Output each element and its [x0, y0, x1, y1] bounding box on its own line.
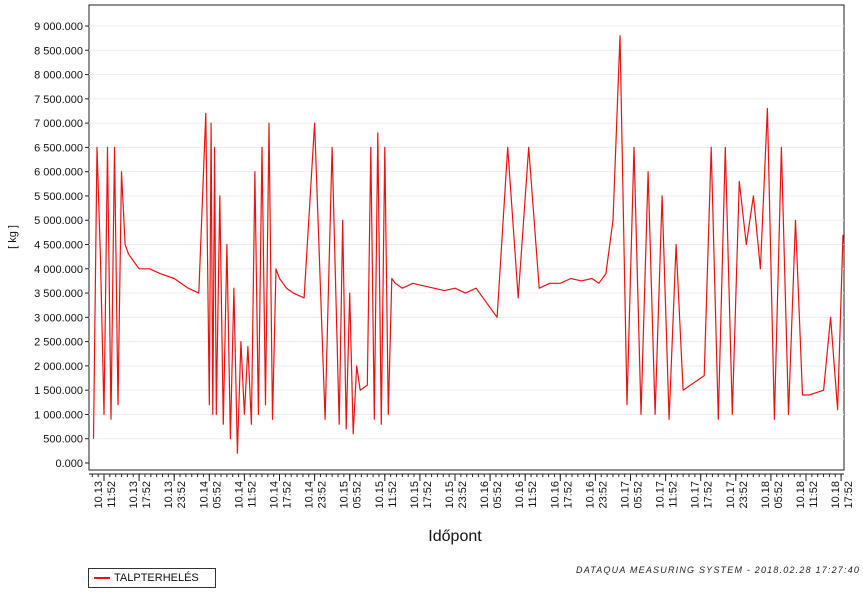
- x-tick-time: 05:52: [211, 481, 223, 509]
- x-tick-time: 05:52: [773, 481, 785, 509]
- x-tick-date: 10.17: [690, 481, 702, 509]
- x-tick-date: 10.13: [93, 481, 105, 509]
- x-tick-date: 10.18: [795, 481, 807, 509]
- y-tick-label: 6 500.000: [34, 142, 83, 154]
- x-tick-date: 10.14: [304, 481, 316, 509]
- x-tick-date: 10.14: [269, 481, 281, 509]
- x-tick-time: 23:52: [457, 481, 469, 509]
- x-axis: 10.13 11:52 10.13 17:52 10.13 23:52 10.14 05:52…: [89, 473, 855, 509]
- y-tick-label: 0.000: [55, 458, 83, 470]
- x-tick-date: 10.13: [163, 481, 175, 509]
- y-tick-label: 4 500.000: [34, 240, 83, 252]
- series-group: [92, 35, 844, 454]
- x-tick-time: 17:52: [843, 481, 855, 509]
- x-tick-date: 10.18: [760, 481, 772, 509]
- x-tick-time: 11:52: [808, 481, 820, 508]
- x-axis-label: Időpont: [428, 528, 482, 545]
- legend-swatch: [94, 577, 110, 579]
- x-tick-date: 10.16: [549, 481, 561, 509]
- y-tick-label: 7 000.000: [34, 118, 83, 130]
- x-tick-time: 11:52: [246, 481, 258, 508]
- series-line-0: [92, 35, 844, 454]
- x-tick-time: 17:52: [422, 481, 434, 509]
- x-tick-time: 23:52: [176, 481, 188, 509]
- x-tick-time: 17:52: [141, 481, 153, 509]
- x-tick-date: 10.18: [830, 481, 842, 509]
- x-tick-date: 10.15: [339, 481, 351, 509]
- y-tick-label: 3 000.000: [34, 312, 83, 324]
- footer-text: DATAQUA MEASURING SYSTEM - 2018.02.28 17…: [576, 565, 861, 575]
- y-tick-label: 7 500.000: [34, 94, 83, 106]
- y-tick-label: 1 500.000: [34, 385, 83, 397]
- x-tick-time: 23:52: [738, 481, 750, 509]
- x-tick-time: 05:52: [492, 481, 504, 509]
- x-tick-time: 23:52: [597, 481, 609, 509]
- x-tick-time: 11:52: [106, 481, 118, 508]
- x-tick-time: 11:52: [668, 481, 680, 508]
- x-tick-date: 10.15: [374, 481, 386, 509]
- x-tick-date: 10.17: [655, 481, 667, 509]
- x-tick-date: 10.17: [620, 481, 632, 509]
- x-tick-date: 10.16: [584, 481, 596, 509]
- y-tick-label: 9 000.000: [34, 21, 83, 33]
- y-tick-label: 5 500.000: [34, 191, 83, 203]
- x-tick-time: 05:52: [352, 481, 364, 509]
- x-tick-time: 11:52: [387, 481, 399, 508]
- x-tick-time: 23:52: [317, 481, 329, 509]
- y-tick-label: 8 500.000: [34, 45, 83, 57]
- x-tick-time: 17:52: [282, 481, 294, 509]
- x-tick-date: 10.17: [725, 481, 737, 509]
- x-tick-time: 11:52: [527, 481, 539, 508]
- y-axis-label: [ kg ]: [7, 225, 19, 249]
- x-tick-date: 10.14: [233, 481, 245, 509]
- y-axis: 0.000 500.000 1 000.000 1 500.000 2 000.000 2…: [34, 21, 89, 470]
- x-tick-date: 10.16: [479, 481, 491, 509]
- y-tick-label: 1 000.000: [34, 409, 83, 421]
- x-tick-date: 10.13: [128, 481, 140, 509]
- x-tick-date: 10.15: [409, 481, 421, 509]
- x-tick-date: 10.16: [514, 481, 526, 509]
- y-tick-label: 6 000.000: [34, 167, 83, 179]
- y-tick-label: 8 000.000: [34, 70, 83, 82]
- legend-label: TALPTERHELÉS: [114, 572, 199, 584]
- legend: TALPTERHELÉS: [88, 568, 216, 588]
- y-tick-label: 500.000: [43, 434, 83, 446]
- y-tick-label: 4 000.000: [34, 264, 83, 276]
- y-tick-label: 3 500.000: [34, 288, 83, 300]
- y-tick-label: 2 500.000: [34, 337, 83, 349]
- y-tick-label: 5 000.000: [34, 215, 83, 227]
- y-tick-label: 2 000.000: [34, 361, 83, 373]
- x-tick-date: 10.14: [198, 481, 210, 509]
- x-tick-date: 10.15: [444, 481, 456, 509]
- x-tick-time: 05:52: [633, 481, 645, 509]
- x-tick-time: 17:52: [703, 481, 715, 509]
- x-tick-time: 17:52: [562, 481, 574, 509]
